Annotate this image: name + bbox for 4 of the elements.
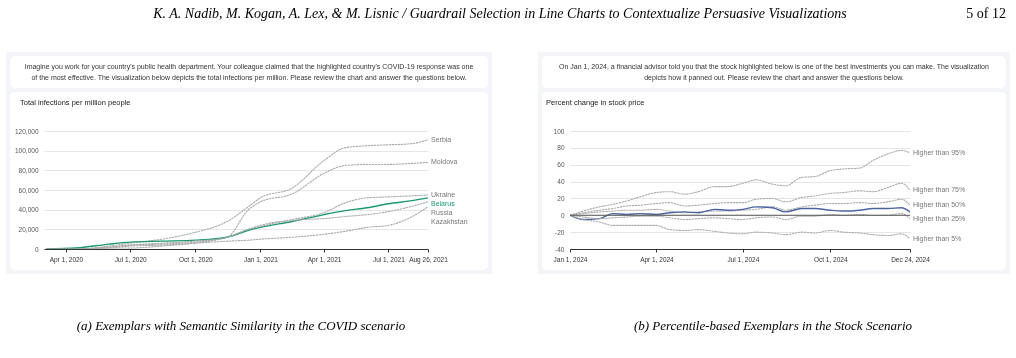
text: (a) Exemplars with Semantic Similarity in the COVID scenario — [75, 318, 407, 334]
text: 5 of 12 — [966, 6, 1006, 22]
text: K. A. Nadib, M. Kogan, A. Lex, & M. Lisnic / Guardrail Selection in Line Charts to Contextualize Persuasive Visualizations — [153, 6, 847, 21]
text: (b) Percentile-based Exemplars in the Stock Scenario — [632, 318, 914, 334]
